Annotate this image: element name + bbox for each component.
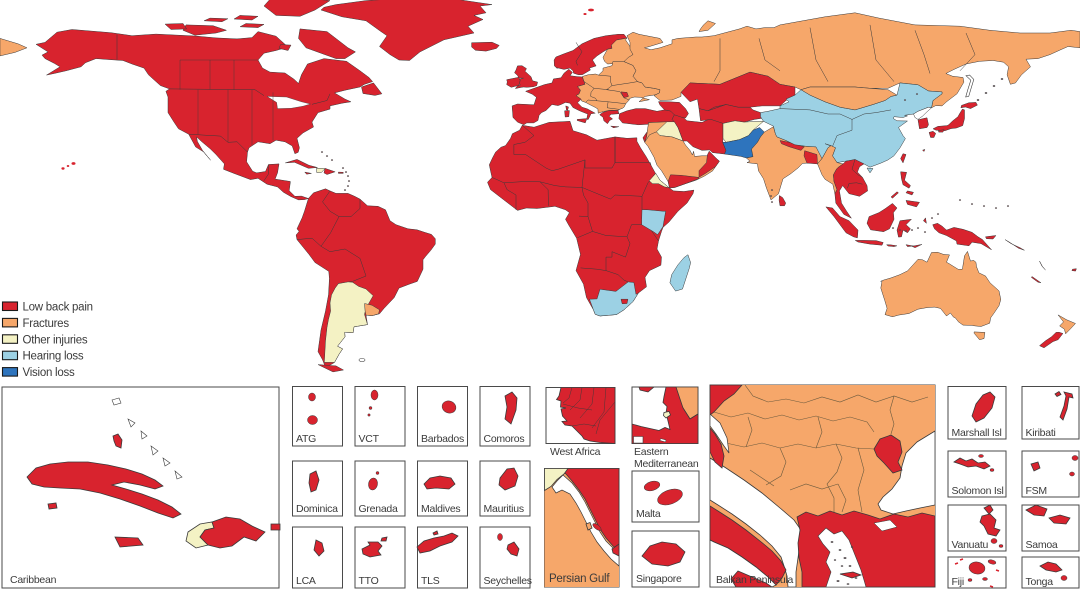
- svg-text:Kiribati: Kiribati: [1026, 427, 1056, 439]
- svg-text:Fiji: Fiji: [952, 576, 964, 588]
- svg-text:LCA: LCA: [296, 575, 316, 587]
- svg-text:Maldives: Maldives: [421, 503, 460, 515]
- svg-text:TLS: TLS: [421, 575, 440, 587]
- svg-text:Samoa: Samoa: [1026, 539, 1058, 551]
- svg-text:Grenada: Grenada: [359, 503, 399, 515]
- svg-text:FSM: FSM: [1026, 485, 1047, 497]
- svg-text:Fractures: Fractures: [23, 318, 70, 330]
- svg-text:Dominica: Dominica: [296, 503, 338, 515]
- svg-text:West Africa: West Africa: [550, 446, 601, 458]
- svg-text:Solomon Isl: Solomon Isl: [952, 485, 1004, 497]
- svg-text:Mauritius: Mauritius: [484, 503, 524, 515]
- svg-text:Malta: Malta: [636, 508, 661, 520]
- svg-text:Singapore: Singapore: [636, 573, 682, 585]
- svg-text:TTO: TTO: [359, 575, 379, 587]
- svg-text:Other injuries: Other injuries: [23, 334, 88, 346]
- svg-text:Balkan Peninsula: Balkan Peninsula: [716, 574, 794, 586]
- svg-text:Mediterranean: Mediterranean: [634, 458, 699, 470]
- svg-text:Vision loss: Vision loss: [23, 367, 76, 379]
- svg-text:Seychelles: Seychelles: [484, 575, 532, 587]
- svg-text:Persian Gulf: Persian Gulf: [549, 573, 610, 585]
- svg-text:VCT: VCT: [359, 433, 380, 445]
- svg-text:Eastern: Eastern: [634, 446, 669, 458]
- svg-text:Hearing loss: Hearing loss: [23, 351, 84, 363]
- svg-text:Marshall Isl: Marshall Isl: [952, 427, 1002, 439]
- svg-text:Barbados: Barbados: [421, 433, 464, 445]
- svg-text:Tonga: Tonga: [1026, 576, 1054, 588]
- svg-text:ATG: ATG: [296, 433, 316, 445]
- svg-text:Caribbean: Caribbean: [10, 574, 57, 586]
- svg-text:Low back pain: Low back pain: [23, 302, 93, 314]
- svg-text:Vanuatu: Vanuatu: [952, 539, 989, 551]
- svg-text:Comoros: Comoros: [484, 433, 525, 445]
